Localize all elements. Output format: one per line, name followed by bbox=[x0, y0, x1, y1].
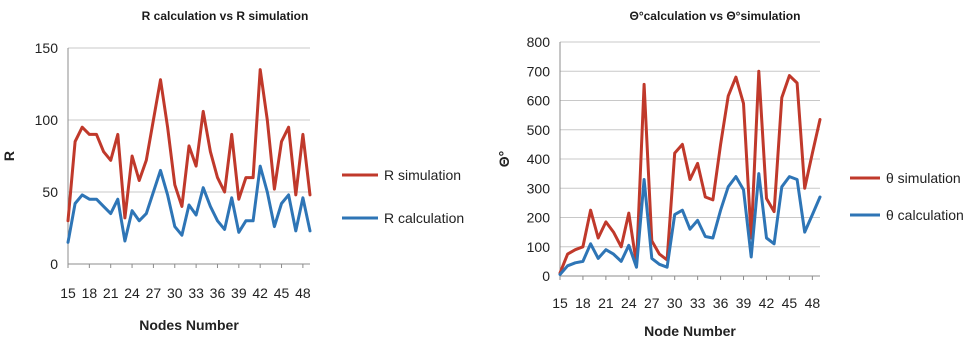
legend-label: R simulation bbox=[384, 167, 461, 183]
x-tick-label: 27 bbox=[146, 285, 162, 301]
x-tick-label: 33 bbox=[690, 295, 706, 311]
x-tick-label: 48 bbox=[295, 285, 311, 301]
x-tick-label: 24 bbox=[124, 285, 140, 301]
chart-theta: Θ°calculation vs Θ°simulation 0 100 200 300 4… bbox=[496, 9, 964, 339]
y-tick-label: 300 bbox=[527, 180, 551, 196]
x-tick-label: 24 bbox=[621, 295, 637, 311]
chart-title: Θ°calculation vs Θ°simulation bbox=[630, 9, 801, 23]
y-tick-label: 100 bbox=[527, 239, 551, 255]
legend-label: θ calculation bbox=[886, 207, 964, 223]
y-tick-label: 0 bbox=[542, 268, 550, 284]
x-tick-label: 15 bbox=[60, 285, 76, 301]
y-tick-label: 0 bbox=[50, 256, 58, 272]
x-tick-label: 42 bbox=[252, 285, 268, 301]
x-tick-label: 48 bbox=[805, 295, 821, 311]
y-tick-label: 800 bbox=[527, 34, 551, 50]
x-tick-label: 36 bbox=[210, 285, 226, 301]
series-line-calculation bbox=[66, 164, 312, 244]
x-tick-label: 45 bbox=[782, 295, 798, 311]
x-axis-label: Nodes Number bbox=[139, 317, 239, 333]
y-axis-label: Θ° bbox=[496, 151, 512, 168]
chart-r: R calculation vs R simulation 0 50 100 150 15… bbox=[1, 9, 464, 333]
y-axis-label: R bbox=[1, 151, 17, 161]
x-tick-label: 30 bbox=[167, 285, 183, 301]
x-tick-label: 42 bbox=[759, 295, 775, 311]
x-axis-label: Node Number bbox=[644, 323, 736, 339]
y-tick-label: 700 bbox=[527, 63, 551, 79]
legend-label: θ simulation bbox=[886, 170, 961, 186]
y-tick-label: 100 bbox=[35, 112, 59, 128]
series-line-calculation bbox=[558, 172, 822, 276]
y-tick-label: 150 bbox=[35, 40, 59, 56]
x-tick-label: 21 bbox=[598, 295, 614, 311]
x-tick-label: 33 bbox=[188, 285, 204, 301]
x-tick-label: 45 bbox=[274, 285, 290, 301]
y-tick-label: 500 bbox=[527, 122, 551, 138]
y-tick-label: 400 bbox=[527, 151, 551, 167]
x-tick-label: 36 bbox=[713, 295, 729, 311]
x-tick-label: 39 bbox=[736, 295, 752, 311]
x-tick-label: 27 bbox=[644, 295, 660, 311]
x-tick-label: 30 bbox=[667, 295, 683, 311]
x-tick-label: 39 bbox=[231, 285, 247, 301]
x-tick-label: 15 bbox=[552, 295, 568, 311]
x-tick-label: 18 bbox=[82, 285, 98, 301]
series-line-simulation bbox=[558, 69, 822, 275]
y-tick-label: 600 bbox=[527, 93, 551, 109]
legend-label: R calculation bbox=[384, 210, 464, 226]
y-tick-label: 50 bbox=[42, 184, 58, 200]
chart-title: R calculation vs R simulation bbox=[142, 9, 309, 23]
y-tick-label: 200 bbox=[527, 210, 551, 226]
series-line-simulation bbox=[66, 68, 312, 223]
x-tick-label: 18 bbox=[575, 295, 591, 311]
x-tick-label: 21 bbox=[103, 285, 119, 301]
